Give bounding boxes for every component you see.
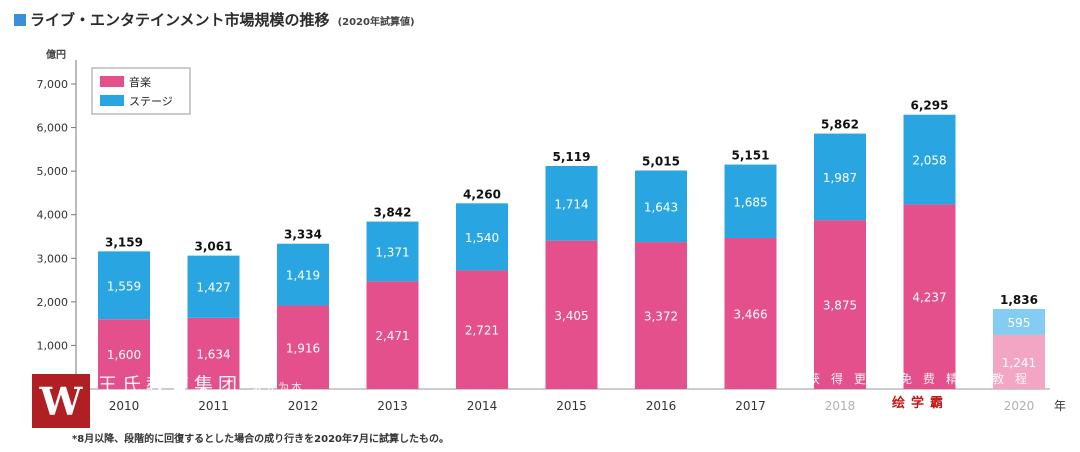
data-label-music: 3,875: [823, 299, 857, 313]
chart-subtitle: (2020年試算値): [337, 17, 415, 28]
data-label-total: 5,015: [642, 154, 680, 168]
x-tick-label: 2017: [735, 399, 766, 413]
chart-title-bar: ライブ・エンタテインメント市場規模の推移 (2020年試算値): [14, 9, 415, 30]
watermark-brand: 绘学霸: [892, 396, 950, 411]
bar-music: [635, 242, 687, 389]
bar-music: [366, 281, 419, 389]
watermark-right-text: 获得更多免费精品教程: [808, 372, 1039, 386]
y-tick-label: 6,000: [37, 122, 69, 135]
x-tick-label: 2011: [198, 399, 229, 413]
data-label-music: 1,916: [286, 341, 320, 355]
bar-stage: [456, 203, 508, 271]
bar-stage: [366, 221, 419, 282]
bar-music: [814, 220, 866, 389]
watermark-left-sub: 以人为本: [252, 381, 305, 394]
legend-box: [91, 67, 191, 115]
x-tick-label: 2010: [109, 399, 140, 413]
data-label-music: 3,405: [554, 309, 588, 323]
x-tick-label: 2012: [288, 399, 319, 413]
legend-label-music: 音楽: [129, 75, 151, 89]
data-label-stage: 1,714: [554, 197, 588, 211]
bar-music: [545, 240, 598, 389]
y-tick-label: 1,000: [37, 339, 69, 352]
bar-music: [277, 305, 329, 389]
data-label-music: 1,634: [196, 347, 230, 361]
x-tick-label: 2018: [825, 399, 856, 413]
data-label-stage: 1,643: [644, 200, 678, 214]
legend-label-stage: ステージ: [129, 95, 173, 108]
data-label-total: 5,862: [821, 118, 859, 132]
x-tick-label: 2016: [646, 399, 677, 413]
watermark-logo-icon: W: [32, 374, 90, 428]
data-label-stage: 1,371: [375, 245, 409, 259]
bar-stage: [635, 170, 687, 243]
data-label-stage: 1,987: [823, 171, 857, 185]
data-label-total: 6,295: [911, 99, 949, 113]
data-label-total: 4,260: [463, 187, 501, 201]
y-tick-label: 4,000: [37, 209, 69, 222]
data-label-total: 5,119: [553, 150, 591, 164]
y-tick-label: 2,000: [37, 296, 69, 309]
bar-stage: [277, 243, 329, 306]
data-label-music: 3,372: [644, 310, 678, 324]
y-axis-unit: 億円: [46, 48, 66, 61]
bar-stage: [814, 133, 866, 221]
y-tick-label: 3,000: [37, 252, 69, 265]
data-label-music: 2,471: [375, 329, 409, 343]
legend-swatch-music: [100, 76, 124, 87]
title-square-icon: [14, 14, 26, 26]
y-tick-label: 5,000: [37, 165, 69, 178]
bar-stage: [903, 114, 956, 205]
chart-footnote: *8月以降、段階的に回復するとした場合の成り行きを2020年7月に試算したもの。: [72, 434, 449, 445]
data-label-stage: 1,685: [733, 195, 767, 209]
data-label-stage: 595: [1008, 316, 1031, 330]
watermark-left-text: 王氏教育集团: [98, 374, 243, 396]
data-label-stage: 1,419: [286, 269, 320, 283]
data-label-total: 3,159: [105, 235, 143, 249]
legend-swatch-stage: [100, 95, 124, 106]
data-label-total: 3,061: [195, 240, 233, 254]
watermark-left: 王氏教育集团 以人为本: [98, 370, 304, 397]
data-label-music: 1,241: [1002, 356, 1036, 370]
data-label-music: 2,721: [465, 324, 499, 338]
bar-music: [724, 237, 777, 389]
data-label-stage: 1,427: [196, 281, 230, 295]
data-label-music: 3,466: [733, 307, 767, 321]
x-tick-label: 2014: [467, 399, 498, 413]
bar-stage: [993, 309, 1045, 335]
bar-music: [187, 317, 240, 389]
bar-stage: [187, 255, 240, 318]
data-label-stage: 1,540: [465, 231, 499, 245]
x-axis-unit: 年: [1054, 399, 1066, 413]
x-tick-label: 2015: [556, 399, 587, 413]
data-label-total: 3,842: [374, 206, 412, 220]
bar-music: [993, 334, 1045, 389]
bar-stage: [545, 165, 598, 241]
x-tick-label: 2013: [377, 399, 408, 413]
data-label-total: 5,151: [732, 149, 770, 163]
bar-stage: [724, 164, 777, 238]
data-label-total: 3,334: [284, 228, 322, 242]
bar-music: [903, 204, 956, 389]
data-label-music: 1,600: [107, 348, 141, 362]
bar-stage: [98, 251, 150, 320]
chart-title: ライブ・エンタテインメント市場規模の推移: [30, 11, 330, 29]
data-label-stage: 1,559: [107, 279, 141, 293]
bar-music: [98, 319, 150, 389]
x-tick-label: 2020: [1004, 399, 1035, 413]
bar-music: [456, 270, 508, 389]
y-tick-label: 7,000: [37, 78, 69, 91]
data-label-stage: 2,058: [912, 154, 946, 168]
data-label-total: 1,836: [1000, 293, 1038, 307]
data-label-music: 4,237: [912, 291, 946, 305]
